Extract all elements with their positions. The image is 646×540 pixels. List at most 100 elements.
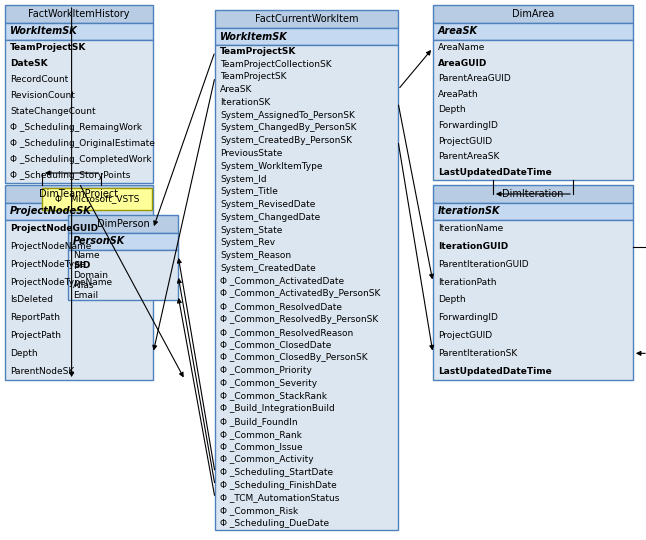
Text: LastUpdatedDateTime: LastUpdatedDateTime [438,168,552,177]
Text: System_Rev: System_Rev [220,238,275,247]
Text: WorkItemSK: WorkItemSK [10,26,78,37]
Text: PersonSK: PersonSK [73,237,125,246]
Bar [433,220,633,380]
Text: FactWorkItemHistory: FactWorkItemHistory [28,9,130,19]
Text: IterationPath: IterationPath [438,278,497,287]
Text: Depth: Depth [10,349,37,358]
Text: AreaSK: AreaSK [220,85,253,94]
Bar [433,203,633,220]
Text: SID: SID [73,260,90,269]
Text: Φ _Scheduling_RemaingWork: Φ _Scheduling_RemaingWork [10,123,142,132]
Bar [5,185,153,203]
Text: TeamProjectSK: TeamProjectSK [220,72,286,82]
Text: ProjectNodeName: ProjectNodeName [10,242,91,251]
Text: Φ _Build_FoundIn: Φ _Build_FoundIn [220,417,298,426]
Text: TeamProjectCollectionSK: TeamProjectCollectionSK [220,59,331,69]
Bar [5,220,153,380]
Bar [5,40,153,183]
Text: ProjectGUID: ProjectGUID [438,137,492,146]
Text: Φ _Scheduling_OriginalEstimate: Φ _Scheduling_OriginalEstimate [10,139,155,148]
Bar [68,215,178,233]
Text: Φ _Common_ActivatedDate: Φ _Common_ActivatedDate [220,276,344,286]
Text: System_WorkItemType: System_WorkItemType [220,162,322,171]
Text: TeamProjectSK: TeamProjectSK [220,47,297,56]
Text: ProjectNodeTypeName: ProjectNodeTypeName [10,278,112,287]
Text: AreaName: AreaName [438,43,485,52]
Text: DimIteration: DimIteration [503,189,564,199]
Text: ProjectNodeType: ProjectNodeType [10,260,85,269]
Text: ParentAreaSK: ParentAreaSK [438,152,499,161]
Text: Φ _Common_ClosedBy_PersonSK: Φ _Common_ClosedBy_PersonSK [220,353,368,362]
Bar [68,250,178,300]
Bar [433,23,633,40]
Bar [42,188,152,210]
Text: ForwardingID: ForwardingID [438,121,498,130]
Text: DimPerson: DimPerson [97,219,149,229]
Text: Φ _Common_StackRank: Φ _Common_StackRank [220,392,327,401]
Text: Alias: Alias [73,280,94,289]
Text: IterationSK: IterationSK [438,206,501,217]
Text: IsDeleted: IsDeleted [10,295,53,305]
Text: StateChangeCount: StateChangeCount [10,107,96,116]
Bar [5,23,153,40]
Bar [5,203,153,220]
Bar [215,28,398,45]
Text: WorkItemSK: WorkItemSK [220,31,287,42]
Text: RevisionCount: RevisionCount [10,91,75,100]
Text: ParentAreaGUID: ParentAreaGUID [438,75,511,83]
Text: Φ _Common_ResolvedDate: Φ _Common_ResolvedDate [220,302,342,311]
Text: Φ _Scheduling_StartDate: Φ _Scheduling_StartDate [220,468,333,477]
Text: RecordCount: RecordCount [10,75,68,84]
Text: System_AssignedTo_PersonSK: System_AssignedTo_PersonSK [220,111,355,120]
Text: ParentNodeSK: ParentNodeSK [10,367,74,376]
Text: FactCurrentWorkItem: FactCurrentWorkItem [255,14,359,24]
Text: Φ _Scheduling_FinishDate: Φ _Scheduling_FinishDate [220,481,337,490]
Text: System_State: System_State [220,226,282,234]
Text: Φ _Common_ResolvedBy_PersonSK: Φ _Common_ResolvedBy_PersonSK [220,315,379,324]
Text: DateSK: DateSK [10,59,48,69]
Bar [68,233,178,250]
Text: Φ _Common_ClosedDate: Φ _Common_ClosedDate [220,340,331,349]
Text: PreviousState: PreviousState [220,149,282,158]
Text: ProjectGUID: ProjectGUID [438,331,492,340]
Text: ParentIterationGUID: ParentIterationGUID [438,260,528,269]
Text: Φ _Common_Priority: Φ _Common_Priority [220,366,312,375]
Text: DimArea: DimArea [512,9,554,19]
Text: Depth: Depth [438,295,466,305]
Text: Φ _Common_ActivatedBy_PersonSK: Φ _Common_ActivatedBy_PersonSK [220,289,380,299]
Bar [433,40,633,180]
Text: Φ _Common_ResolvedReason: Φ _Common_ResolvedReason [220,328,353,336]
Text: IterationSK: IterationSK [220,98,270,107]
Text: LastUpdatedDateTime: LastUpdatedDateTime [438,367,552,376]
Text: Domain: Domain [73,271,108,280]
Text: Φ _Common_Rank: Φ _Common_Rank [220,430,302,439]
Text: ProjectPath: ProjectPath [10,331,61,340]
Bar [215,10,398,28]
Text: AreaPath: AreaPath [438,90,479,99]
Text: System_ChangedBy_PersonSK: System_ChangedBy_PersonSK [220,124,357,132]
Text: IterationName: IterationName [438,225,503,233]
Text: Φ _Common_Severity: Φ _Common_Severity [220,379,317,388]
Text: Email: Email [73,291,98,300]
Text: System_CreatedBy_PersonSK: System_CreatedBy_PersonSK [220,136,352,145]
Text: Name: Name [73,251,99,260]
Bar [433,5,633,23]
Text: System_Reason: System_Reason [220,251,291,260]
Text: IterationGUID: IterationGUID [438,242,508,251]
Text: Φ _Scheduling_CompletedWork: Φ _Scheduling_CompletedWork [10,154,152,164]
Bar [5,5,153,23]
Text: Φ   Microsoft_VSTS: Φ Microsoft_VSTS [55,194,139,204]
Text: AreaSK: AreaSK [438,26,478,37]
Text: ProjectNodeSK: ProjectNodeSK [10,206,92,217]
Text: ReportPath: ReportPath [10,313,60,322]
Text: Φ _TCM_AutomationStatus: Φ _TCM_AutomationStatus [220,494,339,503]
Text: System_Id: System_Id [220,174,267,184]
Text: AreaGUID: AreaGUID [438,59,487,68]
Text: Φ _Scheduling_StoryPoints: Φ _Scheduling_StoryPoints [10,171,130,180]
Text: Φ _Common_Activity: Φ _Common_Activity [220,455,313,464]
Text: ForwardingID: ForwardingID [438,313,498,322]
Text: Φ _Common_Risk: Φ _Common_Risk [220,507,298,515]
Text: Depth: Depth [438,105,466,114]
Bar [215,45,398,530]
Text: DimTeamProject: DimTeamProject [39,189,119,199]
